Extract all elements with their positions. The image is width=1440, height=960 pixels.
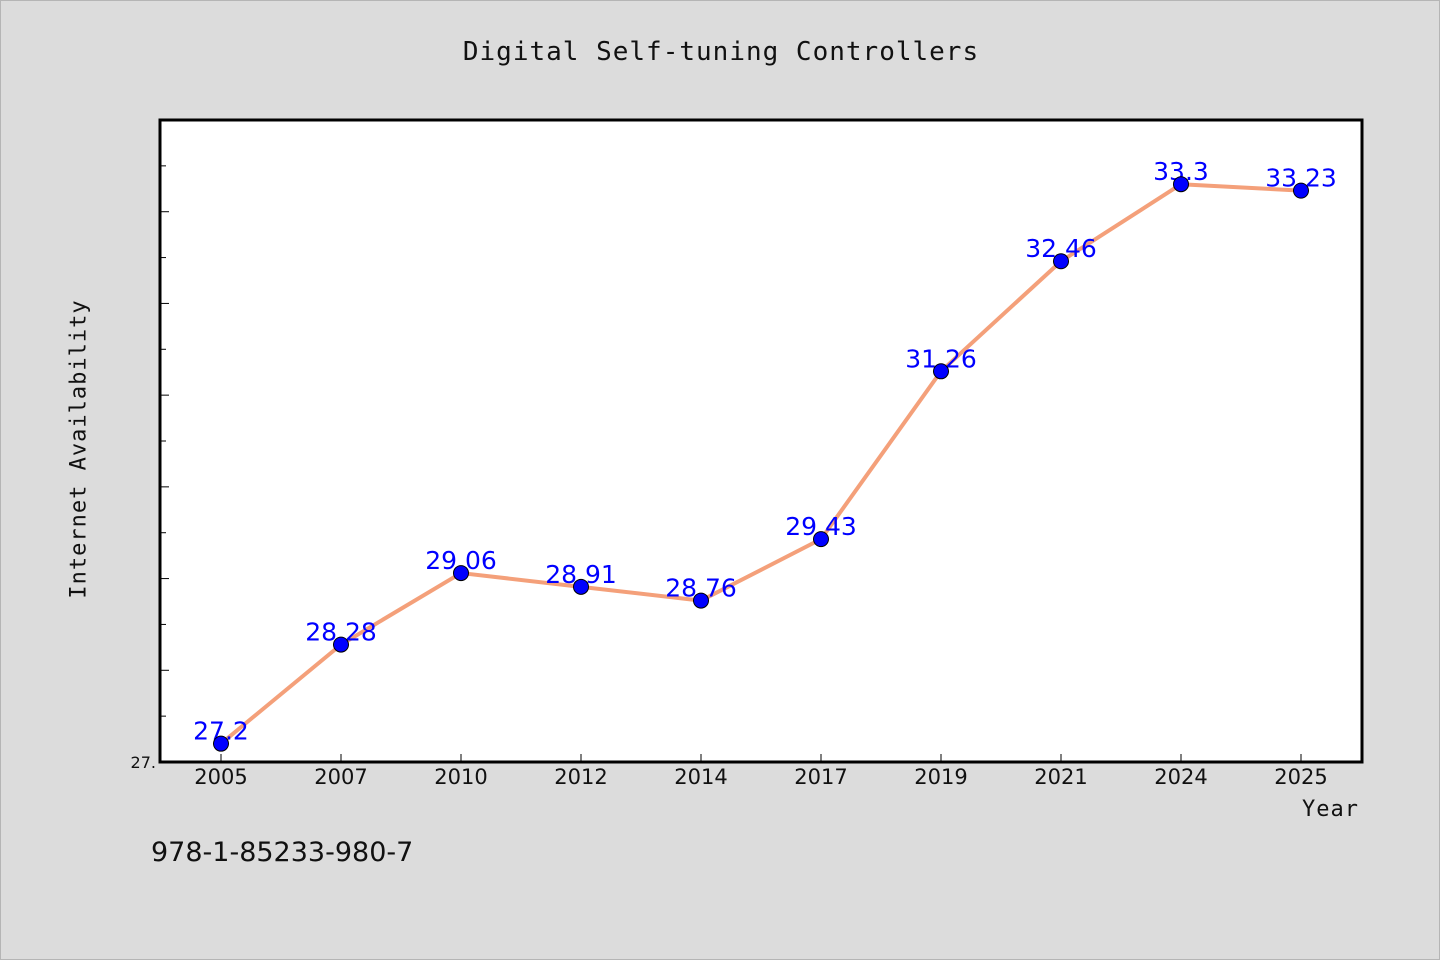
y-axis-ticks: 27.	[131, 119, 169, 772]
data-point	[573, 578, 589, 595]
data-point	[1293, 182, 1309, 199]
chart-title: Digital Self-tuning Controllers	[462, 37, 980, 67]
data-point	[213, 735, 229, 752]
x-tick-label: 2005	[194, 765, 247, 789]
isbn-text: 978-1-85233-980-7	[151, 837, 414, 868]
x-tick-label: 2010	[434, 765, 487, 789]
x-tick-label: 2019	[914, 765, 967, 789]
x-tick-label: 2021	[1034, 765, 1087, 789]
data-point	[1173, 176, 1189, 193]
x-axis-label: Year	[1302, 797, 1359, 822]
y-tick-label: 27.	[131, 753, 156, 772]
x-tick-label: 2025	[1274, 765, 1327, 789]
data-point	[333, 636, 349, 653]
data-point	[813, 531, 829, 548]
x-tick-label: 2012	[554, 765, 607, 789]
x-axis-ticks: 2005 2007 2010 2012 2014 2017 2019 2021 2024 2025	[194, 754, 1328, 789]
data-point	[1053, 253, 1069, 270]
x-tick-label: 2017	[794, 765, 847, 789]
data-point	[693, 592, 709, 609]
x-tick-label: 2007	[314, 765, 367, 789]
series-line	[219, 182, 1303, 746]
x-tick-label: 2014	[674, 765, 727, 789]
x-tick-label: 2024	[1154, 765, 1207, 789]
plot-area	[158, 118, 1364, 764]
data-point	[453, 565, 469, 582]
data-point	[933, 363, 949, 380]
